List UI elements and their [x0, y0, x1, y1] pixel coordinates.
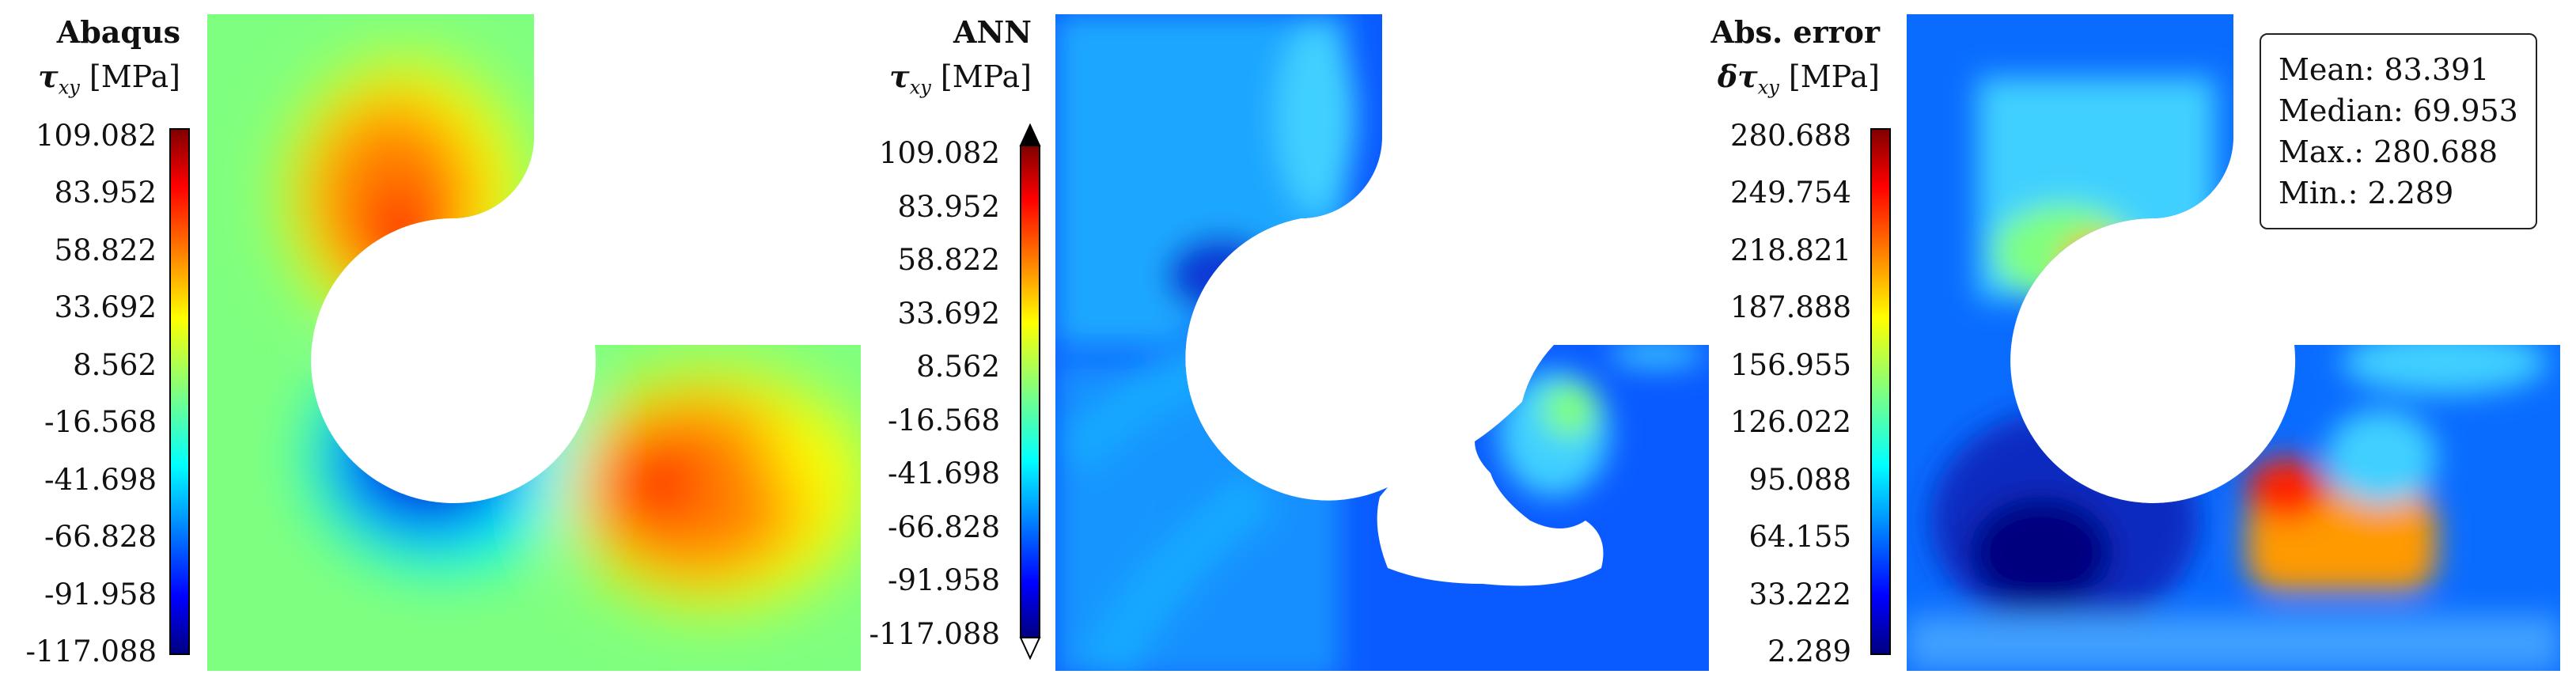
stat-max: Max.: 280.688: [2279, 134, 2498, 169]
colorbar: [169, 128, 190, 655]
colorbar-tick: -16.568: [888, 403, 1000, 437]
contour-plot-ann: [1055, 14, 1709, 671]
colorbar-tick: -91.958: [44, 578, 157, 612]
quantity-label: δτxy [MPa]: [1566, 59, 1880, 99]
colorbar-tick: -66.828: [888, 510, 1000, 544]
colorbar-tick: 58.822: [54, 233, 157, 267]
colorbar-tick: 95.088: [1748, 463, 1851, 497]
contour-plot-error: [1907, 14, 2560, 671]
colorbar-tick: 156.955: [1729, 348, 1851, 382]
colorbar-tick: 280.688: [1729, 119, 1851, 153]
colorbar-tick: -41.698: [44, 463, 157, 497]
quantity-unit: [MPa]: [89, 59, 180, 94]
quantity-subscript: xy: [1757, 76, 1779, 99]
panel-title: Abaqus: [56, 14, 180, 50]
colorbar-tick: -41.698: [888, 456, 1000, 490]
colorbar: [1870, 128, 1891, 655]
colorbar-tick: 249.754: [1729, 176, 1851, 210]
colorbar-tick: 218.821: [1729, 233, 1851, 267]
quantity-unit: [MPa]: [940, 59, 1032, 94]
colorbar-tick: -91.958: [888, 563, 1000, 597]
colorbar-tick: 109.082: [35, 119, 157, 153]
colorbar-tick: 58.822: [897, 243, 1000, 277]
colorbar-tick: 33.222: [1748, 578, 1851, 612]
statistics-box: Mean: 83.391 Median: 69.953 Max.: 280.68…: [2260, 33, 2537, 229]
quantity-subscript: xy: [909, 76, 931, 99]
quantity-unit: [MPa]: [1788, 59, 1880, 94]
quantity-symbol: δτ: [1717, 59, 1758, 94]
colorbar-tick: 83.952: [54, 176, 157, 210]
colorbar-tick: 8.562: [73, 348, 157, 382]
panel-title: ANN: [953, 14, 1032, 50]
quantity-symbol: τ: [889, 59, 910, 94]
colorbar-tick: 109.082: [878, 136, 1000, 170]
colorbar-tick: 83.952: [897, 190, 1000, 224]
stat-mean: Mean: 83.391: [2279, 52, 2490, 87]
colorbar-tick: 126.022: [1729, 405, 1851, 439]
colorbar-tick: 33.692: [897, 297, 1000, 331]
colorbar-tick: -66.828: [44, 520, 157, 554]
colorbar: [1019, 123, 1041, 660]
colorbar-tick: -117.088: [869, 617, 1000, 651]
colorbar-tick: -117.088: [25, 634, 157, 668]
colorbar-tick: 8.562: [916, 350, 1000, 384]
colorbar-tick: 2.289: [1767, 634, 1851, 668]
panel-title: Abs. error: [1710, 14, 1881, 50]
quantity-subscript: xy: [58, 76, 80, 99]
quantity-symbol: τ: [38, 59, 59, 94]
colorbar-tick: 64.155: [1748, 520, 1851, 554]
contour-plot-abaqus: [207, 14, 861, 671]
colorbar-tick: 33.692: [54, 290, 157, 324]
colorbar-tick: -16.568: [44, 405, 157, 439]
quantity-label: τxy [MPa]: [728, 59, 1032, 99]
quantity-label: τxy [MPa]: [0, 59, 180, 99]
stat-min: Min.: 2.289: [2279, 176, 2454, 210]
colorbar-tick: 187.888: [1729, 290, 1851, 324]
stat-median: Median: 69.953: [2279, 93, 2518, 128]
